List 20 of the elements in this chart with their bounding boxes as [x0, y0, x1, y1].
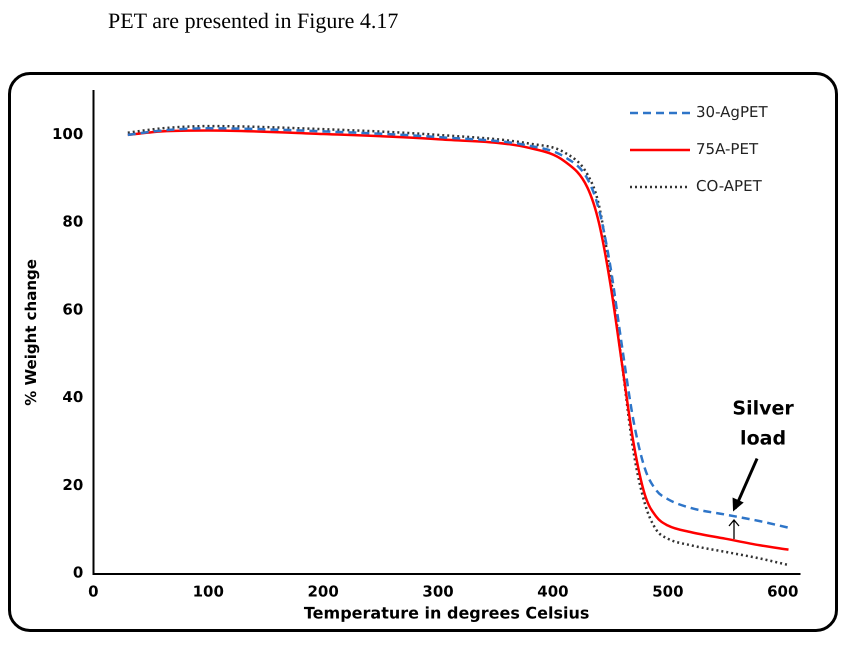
legend-label: 75A-PET: [696, 140, 759, 158]
annotation: Silver load: [732, 398, 794, 450]
y-tick-label: 100: [52, 124, 84, 143]
y-axis-title: % Weight change: [22, 259, 40, 406]
y-tick-label: 80: [62, 212, 84, 231]
x-tick-label: 600: [767, 582, 798, 601]
x-tick-label: 200: [307, 582, 339, 601]
y-tick-label: 0: [72, 564, 84, 582]
y-tick-label: 20: [62, 476, 84, 494]
x-tick-label: 400: [537, 582, 569, 601]
text: PET are presented in Figure 4.17: [108, 8, 400, 35]
x-axis-title: Temperature in degrees Celsius: [304, 604, 590, 623]
x-tick-label: 300: [422, 582, 454, 601]
y-tick-label: 60: [62, 300, 84, 318]
y-tick-label: 40: [62, 388, 84, 406]
x-tick-label: 0: [88, 582, 99, 601]
x-tick-label: 500: [652, 582, 684, 601]
legend-label: 30-AgPET: [696, 102, 768, 121]
legend-label: CO-APET: [696, 176, 763, 195]
x-tick-label: 100: [192, 582, 224, 601]
